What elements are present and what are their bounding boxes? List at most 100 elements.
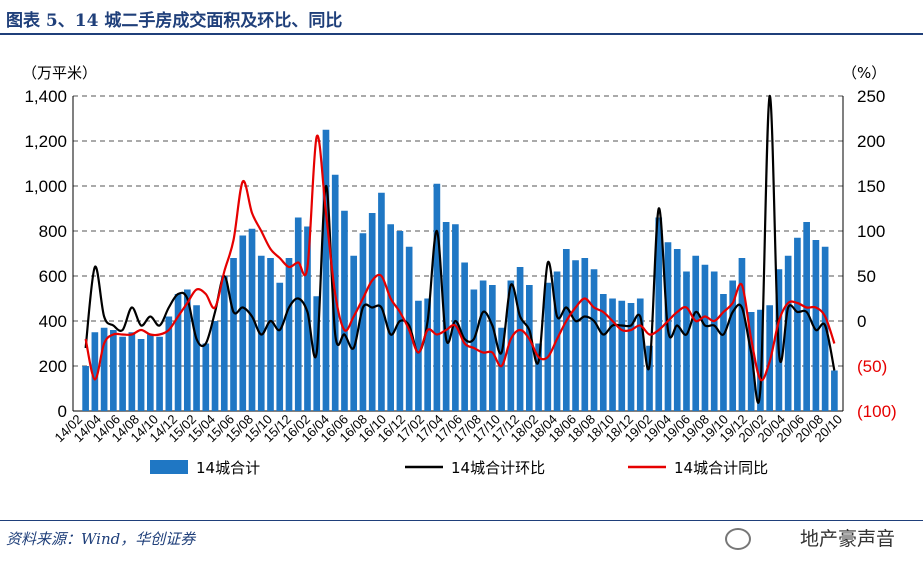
bar: [211, 321, 219, 411]
bar: [341, 210, 348, 411]
bar: [479, 280, 487, 411]
legend-label-yoy: 14城合计同比: [674, 459, 768, 477]
right-axis-unit: （%）: [842, 64, 886, 82]
bar: [461, 262, 468, 411]
bar: [646, 345, 653, 411]
bar: [627, 303, 635, 411]
bar: [747, 312, 755, 411]
bar: [498, 327, 505, 411]
bar: [230, 258, 237, 411]
bar: [82, 366, 89, 411]
bar: [267, 258, 274, 411]
bar: [248, 228, 256, 411]
watermark: 地产豪声音: [799, 528, 895, 550]
bar: [692, 255, 700, 411]
bar: [784, 255, 792, 411]
bar: [137, 339, 145, 411]
legend-swatch-bars: [150, 460, 188, 474]
bar: [701, 264, 709, 411]
right-tick-label: 200: [857, 132, 885, 151]
left-tick-label: 1,000: [24, 177, 67, 196]
left-tick-label: 1,200: [24, 132, 67, 151]
bar: [424, 298, 431, 411]
bar: [276, 282, 284, 411]
bar: [368, 213, 376, 411]
left-tick-label: 0: [58, 402, 67, 421]
bar: [720, 294, 727, 411]
bar: [415, 300, 422, 411]
left-tick-label: 200: [39, 357, 67, 376]
bar: [812, 240, 820, 411]
bar: [193, 305, 200, 411]
right-tick-label: (100): [857, 402, 897, 421]
bar: [572, 260, 579, 411]
bar: [128, 332, 136, 411]
bar: [322, 129, 330, 411]
left-tick-label: 1,400: [24, 87, 67, 106]
bar: [618, 300, 626, 411]
bar: [757, 309, 764, 411]
bar: [156, 336, 163, 411]
bar: [562, 249, 570, 411]
bar: [165, 316, 173, 411]
bar: [147, 334, 154, 411]
left-axis-unit: （万平米）: [22, 64, 97, 82]
bar: [738, 258, 746, 411]
left-tick-label: 600: [39, 267, 67, 286]
bar: [110, 330, 117, 411]
bar: [91, 332, 99, 411]
bar: [489, 285, 496, 411]
bar: [452, 224, 459, 411]
bar: [294, 217, 302, 411]
bar: [581, 258, 589, 411]
right-tick-label: 100: [857, 222, 885, 241]
bar: [378, 192, 385, 411]
bar: [831, 370, 838, 411]
footer-rule: [0, 520, 923, 521]
left-tick-label: 400: [39, 312, 67, 331]
right-tick-label: 50: [857, 267, 876, 286]
bar: [285, 258, 293, 411]
source-note: 资料来源：Wind，华创证券: [6, 530, 196, 548]
bar: [609, 298, 616, 411]
bar: [442, 222, 450, 411]
bar: [803, 222, 810, 411]
bar: [350, 255, 358, 411]
bar: [636, 298, 644, 411]
page-title: 图表 5、14 城二手房成交面积及环比、同比: [6, 11, 343, 31]
bar: [544, 282, 552, 411]
bar: [183, 289, 191, 411]
bar: [590, 269, 598, 411]
left-tick-label: 800: [39, 222, 67, 241]
right-tick-label: 150: [857, 177, 885, 196]
legend-label-mom: 14城合计环比: [451, 459, 545, 477]
right-tick-label: (50): [857, 357, 887, 376]
bar: [655, 217, 663, 411]
bar: [673, 249, 681, 411]
bar: [729, 280, 737, 411]
bar: [304, 226, 311, 411]
bar: [387, 224, 394, 411]
right-tick-label: 0: [857, 312, 866, 331]
bar: [100, 327, 108, 411]
bar: [599, 294, 607, 411]
bar: [710, 271, 718, 411]
title-rule: [0, 33, 923, 35]
bar: [359, 233, 367, 411]
legend-label-bars: 14城合计: [196, 459, 260, 477]
chart: （万平米） （%） 0 200 400 600 800 1,000 1,200 1,400 (100…: [22, 64, 897, 477]
bar: [526, 285, 533, 411]
bar: [239, 235, 247, 411]
right-tick-label: 250: [857, 87, 885, 106]
yoy-series-line: [84, 134, 836, 382]
bar: [174, 294, 182, 411]
wechat-icon: [725, 528, 751, 550]
bar: [433, 183, 441, 411]
bar: [535, 343, 542, 411]
bar: [507, 280, 515, 411]
bar: [794, 237, 801, 411]
bar: [220, 276, 228, 411]
bar: [202, 343, 210, 411]
bar: [683, 271, 690, 411]
bar: [470, 289, 478, 411]
